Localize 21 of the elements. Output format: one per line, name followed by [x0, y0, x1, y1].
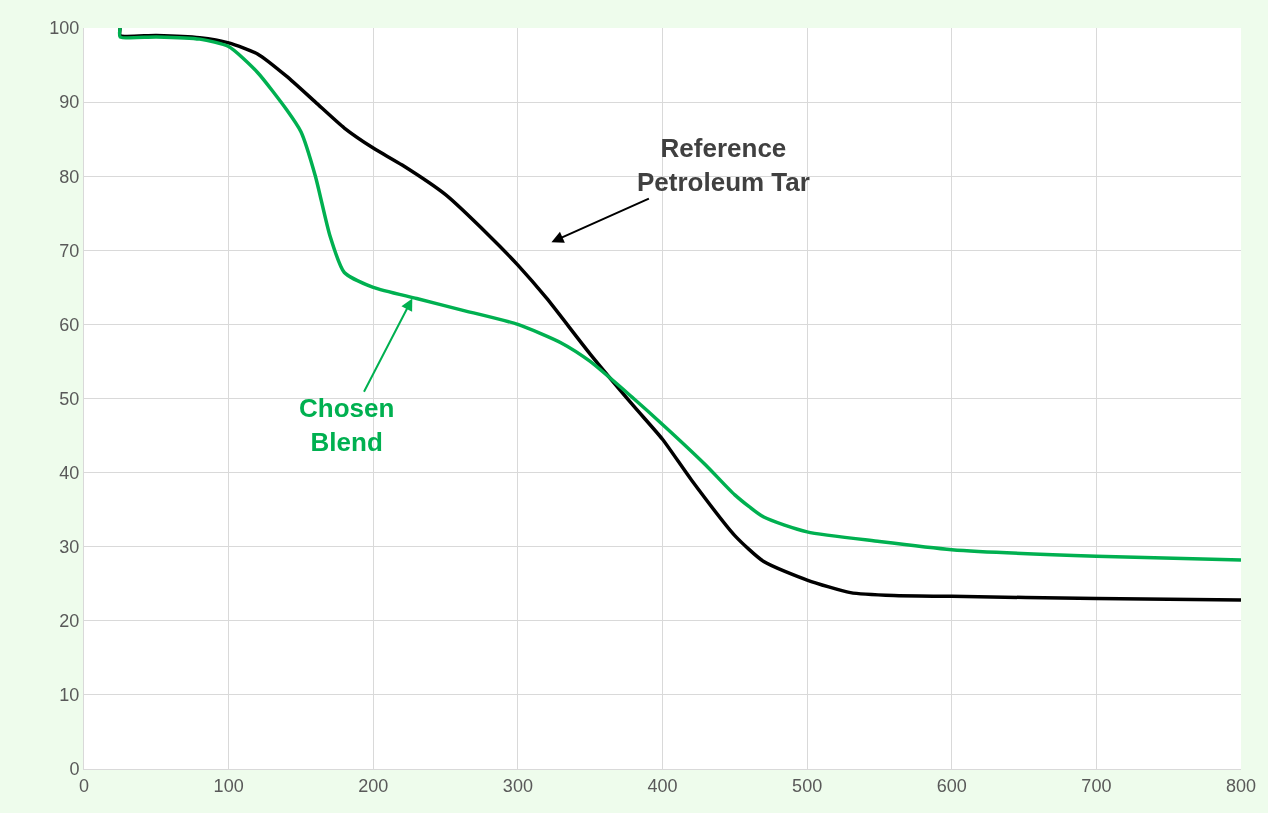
y-tick-label: 70 [59, 240, 80, 261]
x-tick-label: 600 [936, 775, 967, 796]
y-tick-label: 90 [59, 92, 80, 113]
y-tick-label: 30 [59, 537, 80, 557]
y-tick-label: 80 [59, 166, 80, 187]
y-tick-label: 60 [59, 314, 80, 335]
x-tick-label: 400 [647, 775, 678, 796]
x-tick-label: 700 [1081, 775, 1112, 796]
y-tick-label: 40 [59, 462, 80, 483]
y-tick-label: 10 [59, 685, 80, 706]
x-tick-label: 500 [792, 775, 823, 796]
x-tick-label: 200 [358, 775, 389, 796]
x-tick-label: 100 [213, 775, 244, 796]
y-tick-label: 20 [59, 611, 80, 632]
annotation: Chosen Blend [299, 393, 395, 457]
x-tick-label: 300 [502, 775, 533, 796]
y-tick-label: 50 [59, 388, 80, 409]
annotation: Reference Petroleum Tar [637, 133, 810, 197]
x-tick-label: 800 [1225, 775, 1257, 796]
y-tick-label: 0 [69, 759, 80, 780]
y-tick-label: 100 [49, 18, 80, 39]
